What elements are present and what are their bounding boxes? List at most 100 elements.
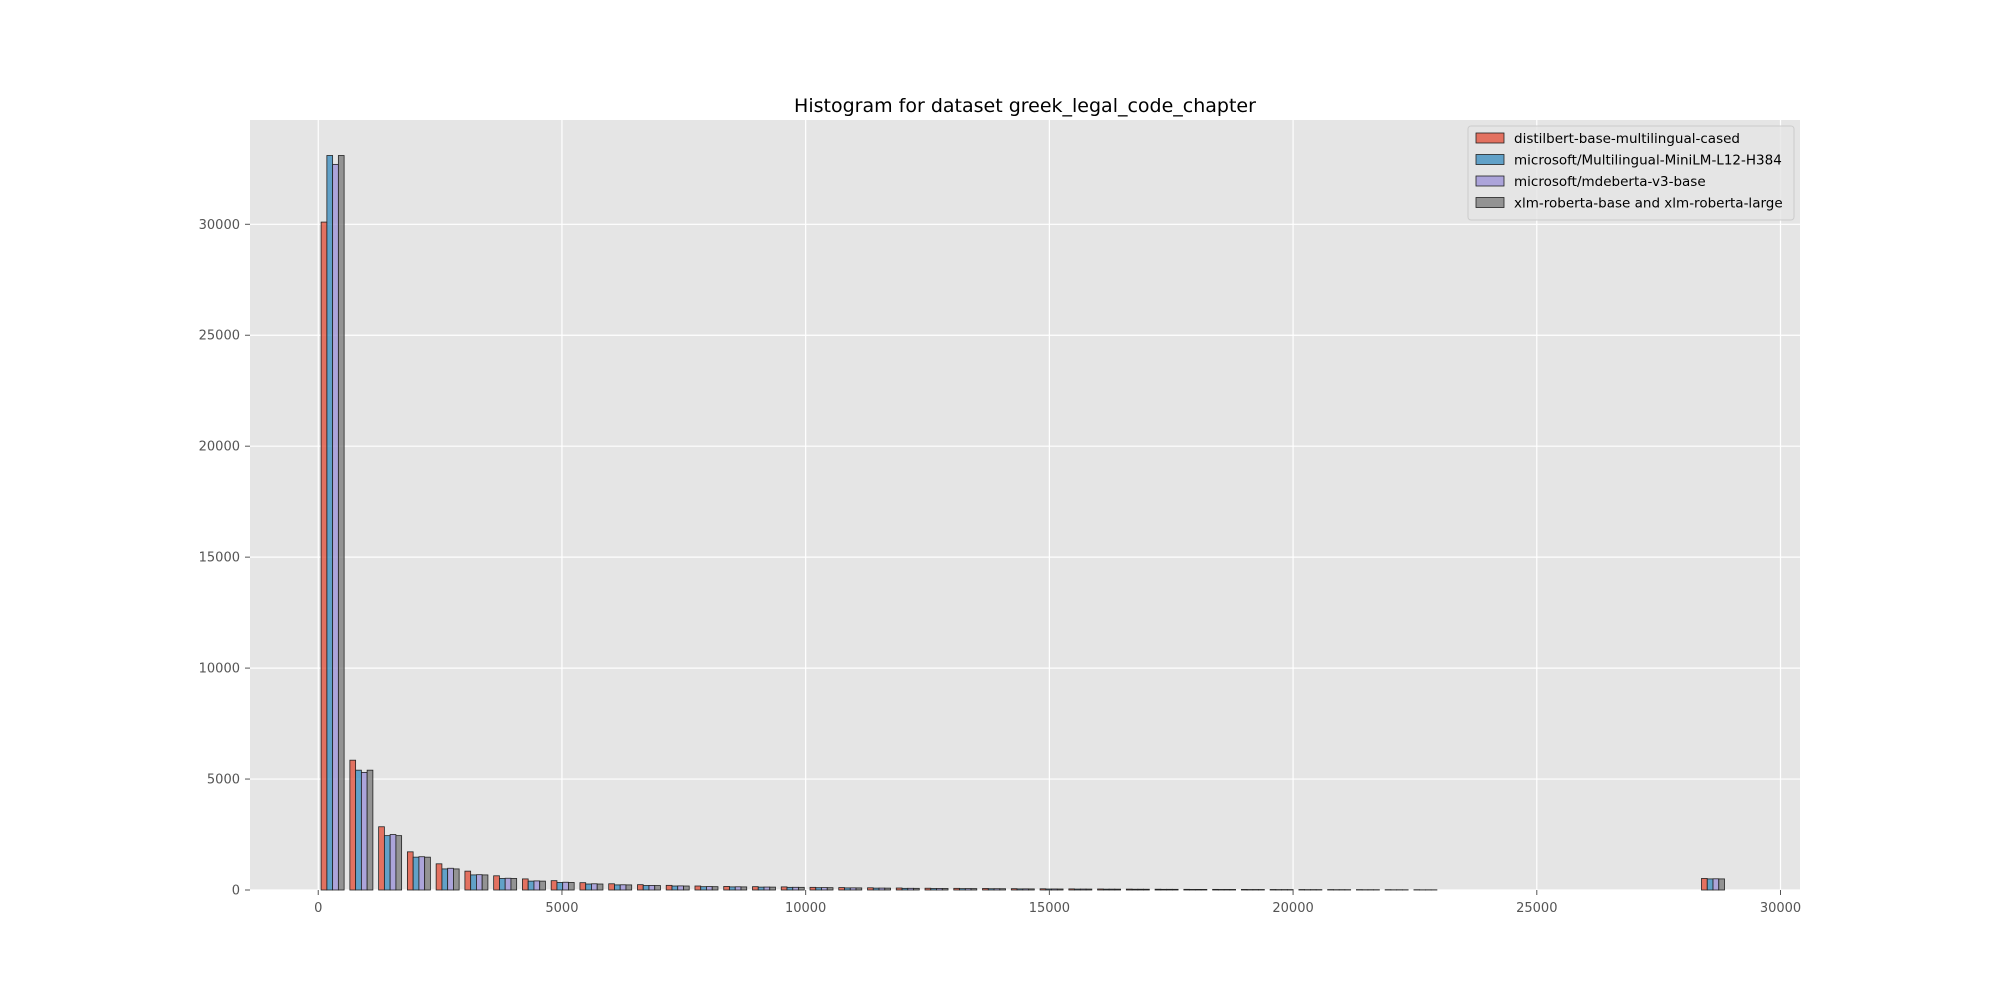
histogram-bar [884, 887, 891, 891]
histogram-bar [476, 874, 483, 891]
x-tick-label: 30000 [1760, 901, 1801, 916]
histogram-bar [1028, 888, 1035, 891]
histogram-bar [1108, 888, 1116, 891]
histogram-bar [1131, 888, 1139, 891]
x-axis-ticks: 0 5000 10000 15000 20000 25000 30000 [314, 890, 1801, 916]
legend-swatch [1475, 154, 1505, 165]
histogram-bar [671, 885, 679, 891]
x-tick-label: 15000 [1029, 901, 1070, 916]
histogram-bar [706, 886, 713, 891]
histogram-bar [993, 888, 1001, 891]
histogram-bar [424, 856, 431, 891]
histogram-bar [941, 888, 949, 891]
histogram-bar [1051, 888, 1058, 891]
histogram-bar [591, 883, 598, 891]
histogram-bar [1010, 888, 1018, 891]
histogram-bar [907, 887, 914, 891]
histogram-bar [723, 886, 730, 891]
x-tick-label: 20000 [1272, 901, 1313, 916]
histogram-bar [959, 888, 966, 891]
histogram-bar [470, 874, 477, 891]
histogram-bar [1212, 888, 1219, 891]
histogram-bar [539, 880, 546, 891]
histogram-bar [936, 888, 943, 891]
histogram-bar [1229, 889, 1237, 891]
grid-lines [250, 120, 1800, 891]
histogram-bar [1143, 888, 1150, 891]
histogram-bar [849, 887, 857, 891]
histogram-bar [924, 887, 932, 891]
histogram-bar [1240, 889, 1248, 891]
histogram-bar [412, 856, 420, 891]
histogram-bar [642, 885, 650, 891]
histogram-bar [625, 884, 633, 891]
histogram-bar [844, 887, 851, 891]
histogram-bar [648, 885, 656, 891]
histogram-bar [435, 863, 443, 891]
plot-background [250, 120, 1800, 890]
histogram-bar [481, 874, 489, 891]
histogram-bar [596, 883, 604, 891]
y-tick-label: 30000 [199, 218, 240, 233]
histogram-bar [895, 887, 903, 891]
histogram-bar [320, 221, 328, 891]
legend-label: microsoft/mdeberta-v3-base [1514, 174, 1706, 190]
histogram-bar [522, 878, 529, 891]
x-tick-label: 5000 [545, 901, 578, 916]
histogram-bar [826, 887, 834, 891]
histogram-bar [734, 886, 742, 891]
histogram-bar [418, 856, 426, 891]
histogram-bar [619, 884, 627, 891]
histogram-bar [579, 882, 587, 891]
histogram-bar [637, 884, 644, 891]
histogram-bar [550, 880, 558, 891]
histogram-bar [395, 835, 403, 891]
histogram-bar [1701, 878, 1708, 891]
histogram-bar [1718, 878, 1725, 891]
histogram-bar [533, 880, 541, 891]
histogram-bar [665, 884, 673, 891]
histogram-bar [821, 887, 828, 891]
histogram-bar [729, 886, 736, 891]
histogram-bar [1022, 888, 1029, 891]
histogram-bar [499, 878, 506, 891]
y-tick-label: 25000 [199, 329, 240, 344]
histogram-bar [798, 886, 805, 891]
histogram-bar [366, 769, 374, 891]
histogram-bar [855, 887, 863, 891]
y-axis-ticks: 0 5000 10000 15000 20000 25000 30000 [199, 218, 250, 899]
histogram-bar [1125, 888, 1133, 891]
histogram-bar [752, 886, 759, 891]
histogram-bar [568, 882, 575, 891]
histogram-bar [1160, 888, 1167, 891]
histogram-bar [1114, 888, 1121, 891]
legend-swatch [1475, 175, 1505, 187]
histogram-bar [349, 759, 357, 891]
histogram-bar [1706, 878, 1714, 891]
histogram-bar [1200, 889, 1208, 891]
histogram-bar [1068, 888, 1075, 891]
histogram-bar [711, 886, 719, 891]
histogram-bar [1712, 878, 1720, 891]
histogram-bar [1074, 888, 1081, 891]
histogram-bar [809, 886, 817, 891]
histogram-bar [740, 886, 748, 891]
histogram-bar [378, 826, 385, 891]
histogram-bar [1045, 888, 1052, 891]
histogram-bar [614, 884, 621, 891]
histogram-bar [930, 888, 937, 891]
histogram-bar [585, 883, 592, 891]
histogram-bar [700, 886, 707, 891]
histogram-bar [493, 875, 500, 891]
histogram-bar [556, 882, 564, 891]
histogram-bar [1056, 888, 1064, 891]
histogram-bar [453, 868, 460, 891]
histogram-bar [982, 888, 989, 891]
histogram-bar [1183, 888, 1191, 891]
histogram-bar [1079, 888, 1087, 891]
histogram-bar [406, 851, 414, 891]
histogram-bar [1189, 889, 1196, 891]
histogram-bar [447, 867, 454, 891]
histogram-bar [608, 883, 615, 891]
